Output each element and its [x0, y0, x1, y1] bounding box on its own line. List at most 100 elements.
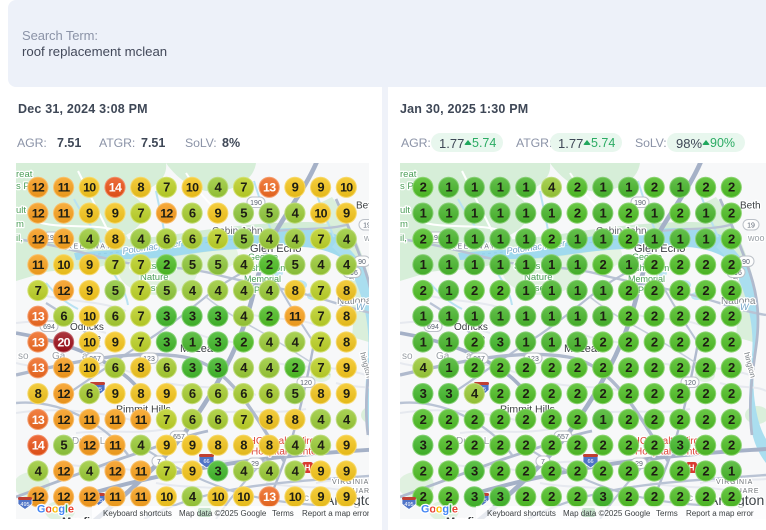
- svg-text:2: 2: [548, 231, 555, 246]
- svg-text:3: 3: [471, 463, 478, 478]
- svg-text:10: 10: [83, 361, 96, 375]
- svg-text:4: 4: [343, 412, 351, 427]
- svg-text:4: 4: [137, 438, 145, 453]
- svg-text:2: 2: [471, 360, 478, 375]
- svg-text:1: 1: [651, 206, 658, 221]
- svg-text:1: 1: [445, 309, 452, 324]
- svg-text:9: 9: [163, 386, 170, 401]
- svg-text:2: 2: [728, 257, 735, 272]
- svg-text:8: 8: [112, 231, 119, 246]
- svg-text:90: 90: [358, 259, 366, 266]
- svg-text:2: 2: [677, 206, 684, 221]
- svg-text:2: 2: [677, 309, 684, 324]
- svg-text:3: 3: [163, 334, 170, 349]
- svg-text:Report a map error: Report a map error: [686, 509, 754, 518]
- svg-text:2: 2: [163, 257, 170, 272]
- svg-text:8: 8: [137, 360, 144, 375]
- svg-text:2: 2: [600, 463, 607, 478]
- svg-text:3: 3: [215, 463, 222, 478]
- svg-text:2: 2: [677, 412, 684, 427]
- svg-text:2: 2: [702, 180, 709, 195]
- svg-text:2: 2: [420, 231, 427, 246]
- svg-text:8: 8: [266, 438, 273, 453]
- svg-text:7: 7: [317, 334, 324, 349]
- svg-text:8: 8: [137, 180, 144, 195]
- svg-text:2: 2: [702, 386, 709, 401]
- svg-text:1: 1: [522, 231, 529, 246]
- svg-text:3: 3: [497, 334, 504, 349]
- svg-text:4: 4: [266, 334, 274, 349]
- svg-text:6: 6: [163, 231, 170, 246]
- svg-text:12: 12: [57, 387, 70, 401]
- svg-text:9: 9: [292, 180, 299, 195]
- svg-text:Keyboard shortcuts: Keyboard shortcuts: [103, 509, 172, 518]
- svg-text:2: 2: [702, 360, 709, 375]
- svg-text:123: 123: [527, 356, 539, 363]
- svg-text:10: 10: [83, 335, 96, 349]
- svg-text:5: 5: [163, 283, 170, 298]
- svg-text:2: 2: [420, 412, 427, 427]
- svg-text:3: 3: [163, 309, 170, 324]
- svg-text:10: 10: [186, 181, 199, 195]
- svg-text:1: 1: [522, 334, 529, 349]
- svg-text:1: 1: [445, 283, 452, 298]
- svg-text:7: 7: [163, 412, 170, 427]
- svg-text:2: 2: [677, 463, 684, 478]
- svg-text:6: 6: [189, 386, 196, 401]
- svg-text:8: 8: [292, 283, 299, 298]
- svg-text:2: 2: [522, 386, 529, 401]
- svg-text:7: 7: [240, 412, 247, 427]
- svg-text:1: 1: [522, 257, 529, 272]
- svg-text:1: 1: [497, 180, 504, 195]
- svg-text:9: 9: [112, 386, 119, 401]
- svg-text:6: 6: [240, 386, 247, 401]
- svg-text:2: 2: [471, 412, 478, 427]
- svg-text:6: 6: [189, 231, 196, 246]
- svg-text:5: 5: [292, 257, 299, 272]
- svg-text:2: 2: [445, 412, 452, 427]
- svg-text:VIRGINIA: VIRGINIA: [332, 479, 369, 486]
- svg-text:6: 6: [189, 206, 196, 221]
- svg-text:4: 4: [317, 412, 325, 427]
- svg-text:2: 2: [574, 180, 581, 195]
- svg-text:66: 66: [203, 459, 209, 465]
- svg-text:2: 2: [651, 438, 658, 453]
- svg-text:2: 2: [702, 283, 709, 298]
- svg-text:2: 2: [728, 438, 735, 453]
- svg-text:7: 7: [215, 231, 222, 246]
- svg-text:12: 12: [32, 490, 45, 504]
- svg-text:12: 12: [160, 207, 173, 221]
- svg-text:7: 7: [137, 283, 144, 298]
- svg-text:2: 2: [548, 386, 555, 401]
- svg-text:1: 1: [420, 309, 427, 324]
- svg-text:2: 2: [677, 386, 684, 401]
- svg-text:1: 1: [445, 360, 452, 375]
- svg-text:1: 1: [471, 206, 478, 221]
- svg-text:m: m: [16, 219, 24, 230]
- svg-text:10: 10: [314, 207, 327, 221]
- svg-text:2: 2: [471, 283, 478, 298]
- svg-text:1: 1: [548, 283, 555, 298]
- svg-text:2: 2: [625, 386, 632, 401]
- svg-text:8: 8: [317, 386, 324, 401]
- svg-text:4: 4: [189, 489, 197, 504]
- svg-text:9: 9: [112, 206, 119, 221]
- svg-text:1: 1: [651, 231, 658, 246]
- svg-text:2: 2: [625, 231, 632, 246]
- svg-text:7: 7: [137, 309, 144, 324]
- svg-text:2: 2: [600, 438, 607, 453]
- svg-text:3: 3: [471, 489, 478, 504]
- svg-text:12: 12: [57, 413, 70, 427]
- svg-text:Terms: Terms: [272, 509, 294, 518]
- svg-text:1: 1: [445, 206, 452, 221]
- svg-text:495: 495: [20, 502, 29, 508]
- svg-text:2: 2: [266, 257, 273, 272]
- svg-text:694: 694: [43, 324, 55, 331]
- svg-text:7: 7: [112, 257, 119, 272]
- svg-text:5: 5: [292, 386, 299, 401]
- svg-text:2: 2: [292, 360, 299, 375]
- svg-text:4: 4: [240, 257, 248, 272]
- svg-text:1: 1: [445, 180, 452, 195]
- svg-text:2: 2: [728, 231, 735, 246]
- svg-text:9: 9: [189, 463, 196, 478]
